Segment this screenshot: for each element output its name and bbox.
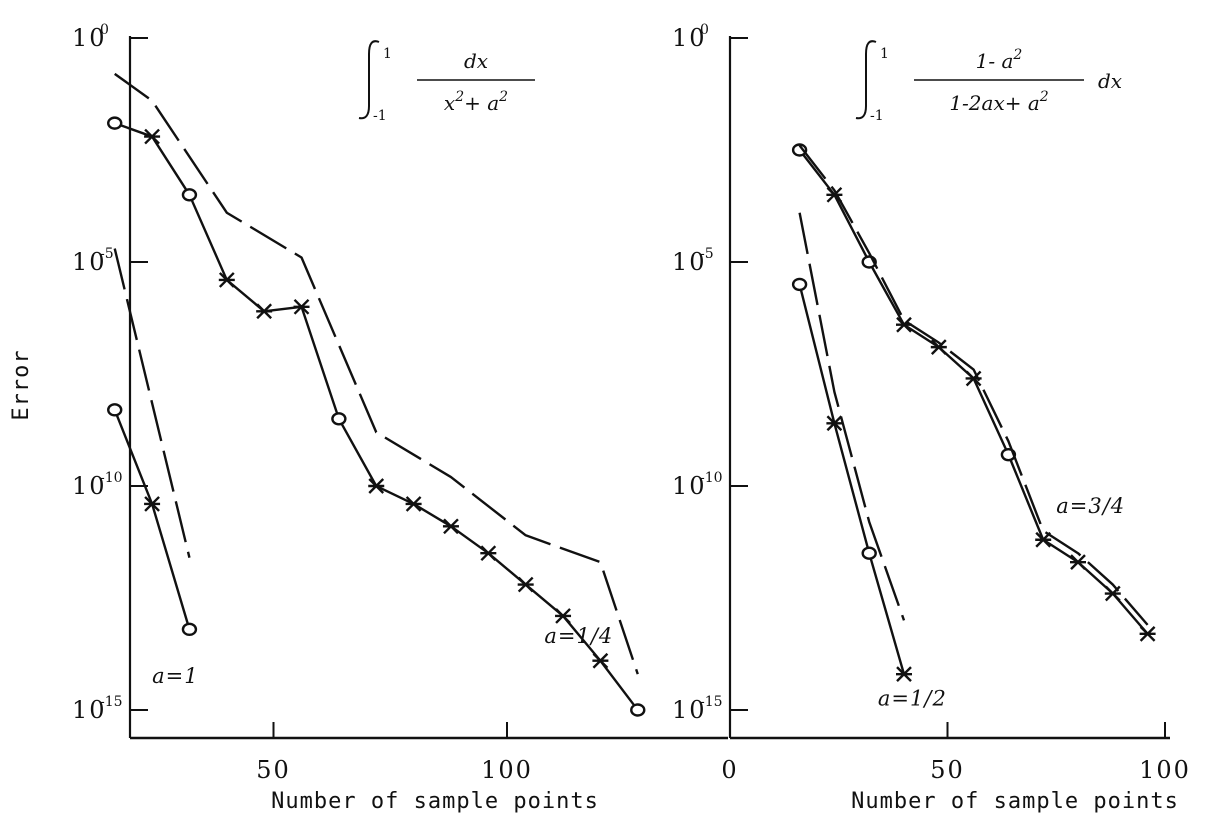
y-tick-label: 10	[672, 248, 707, 276]
data-point-star	[218, 272, 235, 288]
data-point-star	[442, 518, 459, 535]
data-point-star	[1139, 625, 1156, 642]
formula-suffix: dx	[1098, 69, 1122, 93]
y-tick-label: 10	[72, 472, 107, 500]
series-line-4	[114, 72, 639, 675]
y-tick-label: 10	[672, 24, 707, 52]
formula-numerator-part: 2	[1012, 47, 1022, 63]
data-point-circle	[630, 703, 646, 717]
x-tick-label: 50	[256, 756, 291, 784]
data-point-star	[592, 652, 609, 669]
y-tick-label: 10	[72, 24, 107, 52]
formula-denominator-part: 2	[498, 89, 508, 105]
x-axis-title: Number of sample points	[271, 789, 599, 814]
formula-denominator-part: x	[444, 91, 455, 115]
formula-numerator: dx	[464, 49, 488, 73]
data-point-circle	[181, 188, 198, 202]
formula-denominator-part: 1-2ax+ a	[949, 91, 1039, 115]
series-line-1	[798, 284, 906, 675]
data-point-star	[405, 496, 422, 512]
data-point-star	[517, 576, 534, 593]
y-tick-exponent: -15	[100, 694, 123, 710]
y-tick-exponent: -15	[700, 694, 723, 710]
data-point-circle	[107, 116, 123, 130]
formula-denominator-part: 2	[454, 89, 464, 105]
data-point-star	[480, 545, 497, 562]
curve-label: a=1/4	[544, 624, 613, 648]
data-point-circle	[861, 546, 877, 560]
x-tick-label: 0	[721, 756, 738, 784]
integral-lower-limit: -1	[373, 108, 387, 124]
x-tick-label: 100	[1139, 756, 1191, 784]
series-line-2	[798, 212, 906, 621]
data-point-star	[1104, 585, 1121, 602]
y-tick-exponent: -10	[100, 470, 123, 486]
y-tick-exponent: 0	[100, 22, 109, 38]
data-point-star	[896, 666, 912, 683]
y-tick-label: 10	[72, 696, 107, 724]
data-point-star	[1070, 554, 1086, 571]
data-point-star	[293, 298, 310, 315]
data-point-star	[826, 415, 843, 432]
y-tick-label: 10	[672, 472, 707, 500]
curve-label: a=1/2	[878, 687, 947, 711]
data-point-star	[368, 478, 385, 494]
curve-label: a=3/4	[1056, 494, 1125, 518]
data-point-circle	[791, 277, 808, 292]
curve-label: a=1	[152, 664, 198, 688]
integral-upper-limit: 1	[383, 46, 392, 62]
series-line-4	[798, 144, 1149, 626]
x-tick-label: 50	[930, 756, 965, 784]
data-point-star	[144, 128, 161, 145]
y-tick-exponent: -10	[700, 470, 723, 486]
data-point-circle	[181, 622, 198, 637]
x-tick-label: 100	[481, 756, 533, 784]
formula-denominator-part: 2	[1039, 89, 1049, 105]
integral-sign	[358, 40, 380, 120]
y-tick-exponent: 0	[700, 22, 709, 38]
y-tick-exponent: -5	[100, 246, 114, 262]
y-axis-title: Error	[9, 349, 34, 420]
formula-denominator-part: + a	[464, 91, 499, 115]
data-point-star	[256, 303, 273, 320]
y-tick-label: 10	[72, 248, 107, 276]
data-point-star	[144, 496, 161, 512]
formula-denominator: 1-2ax+ a2	[949, 89, 1048, 115]
integral-upper-limit: 1	[880, 46, 889, 62]
formula-denominator: x2+ a2	[444, 89, 508, 115]
data-point-star	[930, 339, 947, 355]
integral-sign	[855, 40, 877, 120]
formula-numerator: 1- a2	[976, 47, 1023, 73]
y-tick-label: 10	[672, 696, 707, 724]
y-tick-exponent: -5	[700, 246, 714, 262]
x-axis-title: Number of sample points	[851, 789, 1179, 814]
formula-numerator-part: 1- a	[976, 49, 1014, 73]
series-line-2	[113, 248, 191, 558]
data-point-circle	[331, 412, 347, 426]
integral-lower-limit: -1	[870, 108, 884, 124]
series-line-3	[114, 121, 639, 711]
series-line-1	[113, 409, 191, 630]
data-point-star	[555, 608, 572, 624]
data-point-circle	[791, 143, 808, 157]
data-point-circle	[107, 403, 123, 417]
